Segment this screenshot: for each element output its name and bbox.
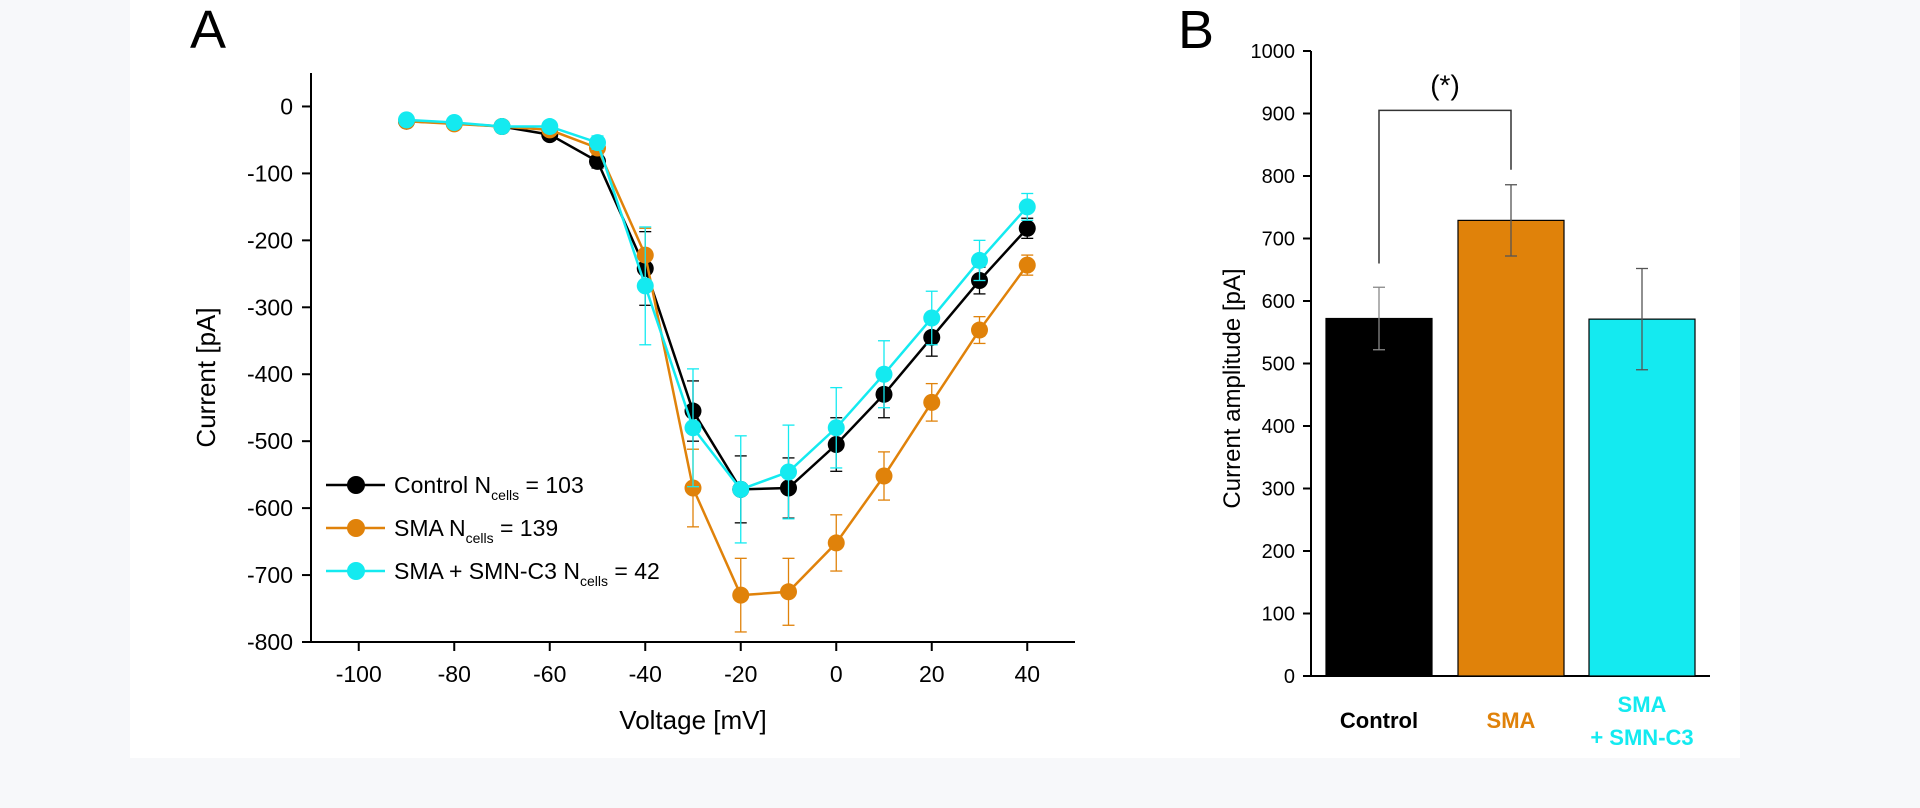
y-tick-label: -300 (247, 294, 293, 320)
panel-b-label: B (1178, 0, 1214, 60)
legend-marker (347, 476, 365, 494)
current-amplitude-bar-chart: 0 100 200 300 400 500 600 700 800 900 1000 Current … (1219, 41, 1710, 750)
y-tick-label: -200 (247, 227, 293, 253)
y-tick-label: -700 (247, 562, 293, 588)
y-tick-label: -600 (247, 495, 293, 521)
y-axis-label: Current [pA] (191, 307, 221, 447)
legend-entry: SMA Ncells = 139 (394, 515, 558, 546)
category-label-sma_smn: SMA (1618, 692, 1667, 717)
data-point-sma_smn (875, 365, 893, 383)
bar-sma_smn (1588, 318, 1696, 677)
x-tick-label: 0 (830, 661, 843, 687)
legend-marker (347, 562, 365, 580)
data-point-sma_smn (589, 134, 606, 152)
data-point-control (1018, 219, 1036, 237)
y-tick-label: -400 (247, 361, 293, 387)
legend-entry: Control Ncells = 103 (394, 472, 584, 503)
y-tick-label: 400 (1262, 416, 1295, 438)
y-tick-label: 200 (1262, 541, 1295, 563)
data-point-sma (780, 583, 797, 601)
y-tick-label: 300 (1262, 479, 1295, 501)
y-tick-label: 0 (1284, 666, 1295, 688)
data-point-sma_smn (398, 111, 415, 129)
data-point-sma (875, 467, 893, 485)
data-point-sma_smn (684, 419, 702, 437)
y-tick-label: -500 (247, 428, 293, 454)
y-tick-label: 500 (1262, 354, 1295, 376)
significance-label: (*) (1430, 69, 1460, 100)
bar-sma (1457, 219, 1565, 677)
y-tick-label: 1000 (1251, 41, 1296, 63)
x-axis-label: Voltage [mV] (619, 705, 766, 735)
iv-curve-chart: 0-100-200-300-400-500-600-700-800-100 -80… (191, 73, 1075, 735)
y-tick-label: 100 (1262, 604, 1295, 626)
data-point-sma_smn (732, 480, 750, 498)
series-sma_smn (398, 111, 1036, 544)
data-point-sma_smn (971, 251, 988, 269)
y-tick-label: 700 (1262, 229, 1295, 251)
x-tick-label: -80 (438, 661, 471, 687)
y-tick-label: 900 (1262, 104, 1295, 126)
category-label-sma: SMA (1487, 708, 1536, 733)
y-tick-label: 800 (1262, 166, 1295, 188)
data-point-sma_smn (636, 277, 654, 295)
data-point-sma_smn (541, 118, 559, 136)
y-tick-label: -800 (247, 629, 293, 655)
category-label-control: Control (1340, 708, 1418, 733)
data-point-sma (1018, 256, 1036, 274)
data-point-sma_smn (1018, 198, 1036, 216)
x-tick-label: -60 (533, 661, 566, 687)
category-label-sma_smn: + SMN-C3 (1590, 725, 1693, 750)
x-tick-label: 40 (1014, 661, 1040, 687)
legend-marker (347, 519, 365, 537)
x-tick-label: 20 (919, 661, 945, 687)
x-tick-label: -40 (629, 661, 662, 687)
data-point-sma_smn (493, 118, 511, 136)
data-point-sma_smn (780, 463, 797, 481)
data-point-sma (827, 534, 845, 552)
y-tick-label: 0 (280, 93, 293, 119)
significance-bracket (1378, 109, 1512, 264)
bar-control (1325, 317, 1433, 677)
panel-a-label: A (190, 0, 226, 60)
data-point-sma_smn (445, 114, 463, 132)
x-tick-label: -100 (336, 661, 382, 687)
data-point-sma (971, 321, 988, 339)
y-tick-label: -100 (247, 160, 293, 186)
y-tick-label: 600 (1262, 291, 1295, 313)
data-point-sma (684, 479, 702, 497)
legend: Control Ncells = 103 SMA Ncells = 139 SMA … (326, 472, 660, 589)
legend-entry: SMA + SMN-C3 Ncells = 42 (394, 558, 660, 589)
data-point-sma_smn (923, 309, 941, 327)
y-axis-label: Current amplitude [pA] (1219, 268, 1246, 508)
x-tick-label: -20 (724, 661, 757, 687)
data-point-sma (732, 586, 750, 604)
data-point-sma_smn (827, 419, 845, 437)
data-point-sma (923, 393, 941, 411)
